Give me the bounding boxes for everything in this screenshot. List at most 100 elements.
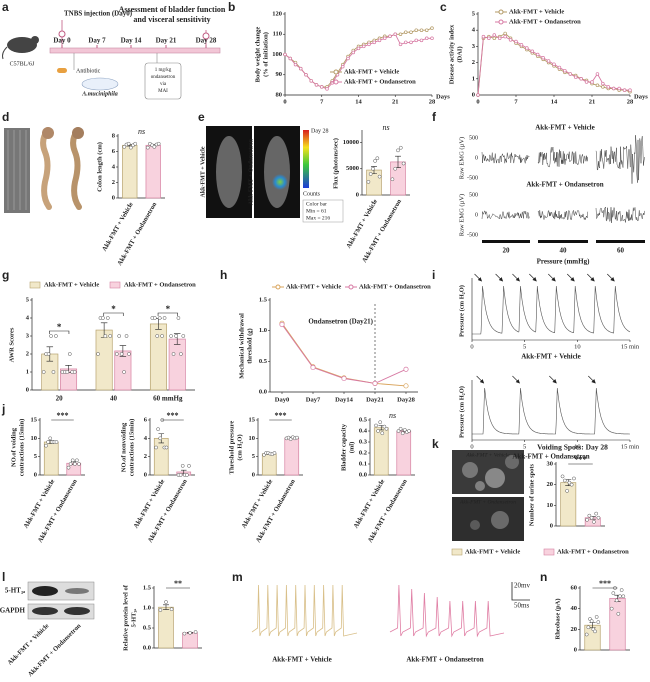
y-axis-label: Body weight change [254,27,261,83]
y-tick-label: 1 [472,75,475,82]
void-arrow [607,273,615,282]
panel-label: f [432,110,437,124]
y-axis-label: NO.of voiding [10,427,17,467]
x-tick-label: Akk-FMT + Ondansetron [147,478,189,544]
y-tick-label: 100 [272,51,282,58]
data-point [105,316,110,320]
bar [149,323,167,391]
label: Akk-FMT + Vehicle [535,124,594,132]
y-tick-label: 0.1 [359,460,367,467]
y-tick-label: 0 [574,646,577,653]
data-point [563,68,567,73]
data-point [101,316,105,320]
x-axis-label: Days [634,93,648,100]
x-tick-label: Day14 [335,396,353,403]
y-axis-label: contractions (15min) [18,419,25,477]
data-point [157,316,162,320]
data-point [606,85,611,89]
label: 500 [469,135,478,141]
y-tick-label: 0 [550,522,553,529]
legend-label: Akk-FMT + Ondansetron [124,281,196,288]
data-point [66,465,71,470]
series-line [281,324,407,384]
data-point [409,30,413,34]
panel-label: h [220,268,227,282]
data-point [72,462,77,466]
y-tick-label: 4 [472,27,476,34]
data-point [124,334,129,338]
data-point [628,88,632,92]
data-point [164,445,169,450]
data-point [396,429,401,433]
significance: ns [382,123,389,132]
legend-swatch [109,281,121,289]
bar [396,430,412,476]
panel-label: k [432,437,439,451]
label: 5 [523,343,526,350]
data-point [304,72,308,77]
data-point [596,620,601,624]
label: Pressure (cm H₂O) [458,386,465,438]
data-point [356,46,361,51]
data-point [103,334,108,338]
x-axis-label: Days [436,93,450,100]
y-tick-label: 5 [34,453,38,460]
data-point [403,366,409,372]
legend-swatch [29,281,41,289]
label: 15 min [621,443,640,450]
y-tick-label: 1.0 [143,604,151,611]
data-point [155,334,160,338]
label: Akk-FMT + Vehicle [272,656,331,664]
label: Day 0 [53,37,71,45]
data-point [362,44,366,49]
data-point [589,619,594,623]
data-point [414,38,419,43]
label: 0 [475,212,478,218]
y-tick-label: 0.5 [143,624,152,631]
emg-trace [537,210,588,221]
bar [145,144,161,199]
y-axis-label: Bladder capacity [340,423,347,471]
void-arrow [495,273,504,282]
label: Day 14 [121,37,142,45]
significance: * [57,322,62,332]
sig-bracket [49,330,70,334]
data-point [508,38,513,42]
label: 0 [475,155,478,161]
data-point [46,440,50,444]
y-tick-label: 0 [144,471,147,478]
data-point [393,166,398,171]
data-point [393,32,398,36]
y-tick-label: 0 [112,194,115,201]
y-tick-label: 0.0 [143,644,151,651]
y-axis-label: AWR Scores [8,327,15,362]
bar [153,437,169,476]
y-tick-label: 110 [273,31,282,38]
y-tick-label: 6 [144,416,148,423]
label: Color bar [306,201,327,207]
data-point [487,36,491,41]
y-axis-label: Number of urine spots [528,463,535,526]
significance: *** [275,411,287,420]
legend-label: Akk-FMT + Vehicle [44,281,99,288]
data-point [557,65,562,70]
bar [261,453,277,476]
data-point [122,370,126,374]
data-point [188,630,192,635]
y-tick-label: 0 [472,91,475,98]
significance: ** [174,579,182,588]
void-arrow [512,375,520,384]
label: -500 [467,232,478,238]
y-tick-label: 0 [26,386,29,393]
pressure-bar [596,240,645,243]
data-point [503,34,507,39]
y-axis-label: contractions (15min) [128,419,135,477]
y-axis-label: Relative protein level of [122,584,129,651]
data-point [384,426,389,431]
patch-trace [251,584,358,637]
data-point [621,594,626,599]
data-point [587,513,592,518]
ivis-images [206,126,344,223]
y-tick-label: 0.0 [359,471,367,478]
legend-marker [498,9,504,15]
